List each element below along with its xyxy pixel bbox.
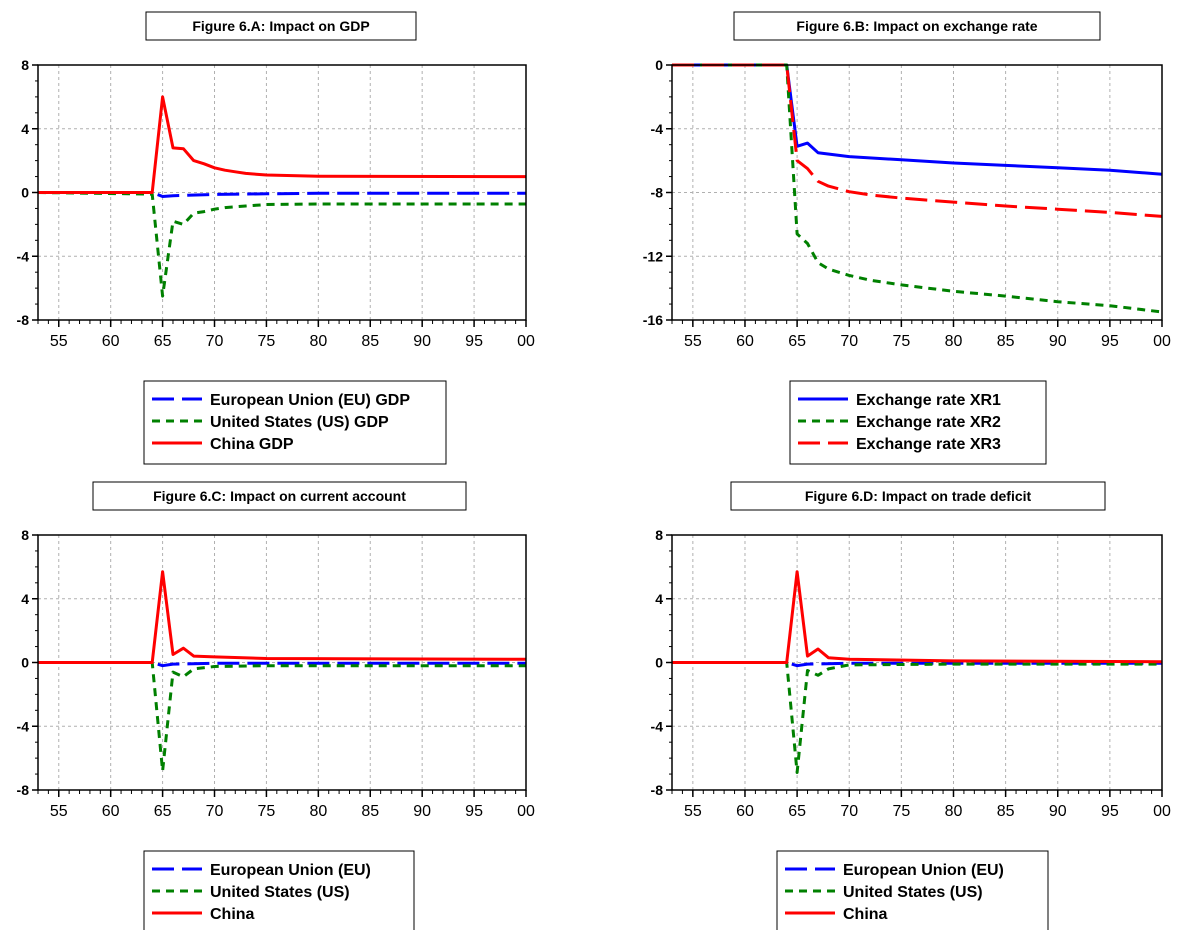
- x-tick-label: 55: [684, 333, 702, 350]
- y-tick-label: 8: [21, 527, 29, 543]
- x-tick-label: 65: [154, 333, 172, 350]
- x-tick-label: 75: [892, 333, 910, 350]
- x-tick-label: 95: [465, 803, 483, 820]
- x-tick-label: 90: [1049, 333, 1067, 350]
- series-line-1: [672, 661, 1162, 774]
- x-tick-label: 80: [309, 803, 327, 820]
- x-tick-label: 95: [1101, 803, 1119, 820]
- chart-title-box: [145, 11, 417, 41]
- y-tick-label: -16: [643, 312, 663, 328]
- x-tick-label: 00: [1153, 333, 1171, 350]
- chart-title-box: [92, 481, 467, 511]
- x-tick-label: 85: [361, 333, 379, 350]
- x-tick-label: 00: [1153, 803, 1171, 820]
- chart-title: Figure 6.B: Impact on exchange rate: [796, 18, 1037, 34]
- chart-panel-0: Figure 6.A: Impact on GDP 8 4 0 -4 -8 55 60 65 70…: [17, 11, 535, 465]
- chart-panel-2: Figure 6.C: Impact on current account 8 4 0…: [17, 481, 535, 930]
- x-tick-label: 65: [154, 803, 172, 820]
- chart-title: Figure 6.A: Impact on GDP: [192, 18, 369, 34]
- y-tick-label: -8: [17, 782, 30, 798]
- legend-label-2: Exchange rate XR3: [856, 436, 1001, 453]
- x-tick-label: 80: [945, 803, 963, 820]
- y-tick-label: -8: [651, 782, 664, 798]
- x-tick-label: 60: [102, 333, 120, 350]
- y-tick-label: -4: [17, 718, 30, 734]
- chart-title-box: [730, 481, 1106, 511]
- x-tick-label: 95: [1101, 333, 1119, 350]
- x-tick-label: 75: [258, 333, 276, 350]
- x-tick-label: 70: [206, 803, 224, 820]
- series-line-2: [672, 63, 1163, 218]
- y-tick-label: 4: [655, 591, 663, 607]
- y-tick-label: -4: [651, 718, 664, 734]
- x-tick-label: 80: [945, 333, 963, 350]
- chart-panel-1: Figure 6.B: Impact on exchange rate 0 -4 -8…: [643, 11, 1171, 465]
- x-tick-label: 55: [50, 803, 68, 820]
- y-tick-label: 0: [21, 655, 29, 671]
- x-tick-label: 75: [258, 803, 276, 820]
- x-tick-label: 90: [1049, 803, 1067, 820]
- x-tick-label: 00: [517, 803, 535, 820]
- legend-label-0: Exchange rate XR1: [856, 392, 1001, 409]
- chart-title-box: [733, 11, 1101, 41]
- x-tick-label: 70: [840, 333, 858, 350]
- y-tick-label: -4: [17, 248, 30, 264]
- y-tick-label: -8: [17, 312, 30, 328]
- x-tick-label: 75: [892, 803, 910, 820]
- legend-label-1: United States (US): [843, 884, 983, 901]
- series-line-0: [672, 63, 1163, 176]
- x-tick-label: 00: [517, 333, 535, 350]
- legend-label-0: European Union (EU): [210, 862, 371, 879]
- legend-label-0: European Union (EU) GDP: [210, 392, 410, 409]
- legend-box: [143, 850, 415, 930]
- legend-label-1: United States (US) GDP: [210, 414, 389, 431]
- series-line-1: [37, 191, 526, 298]
- legend-box: [776, 850, 1049, 930]
- x-tick-label: 70: [840, 803, 858, 820]
- legend-label-0: European Union (EU): [843, 862, 1004, 879]
- x-tick-label: 90: [413, 803, 431, 820]
- y-tick-label: 0: [655, 57, 663, 73]
- y-tick-label: 8: [21, 57, 29, 73]
- x-tick-label: 60: [736, 333, 754, 350]
- x-tick-label: 60: [736, 803, 754, 820]
- x-tick-label: 65: [788, 803, 806, 820]
- x-tick-label: 65: [788, 333, 806, 350]
- chart-title: Figure 6.C: Impact on current account: [153, 488, 406, 504]
- y-tick-label: 4: [21, 591, 29, 607]
- legend-label-2: China: [210, 906, 255, 923]
- y-tick-label: 0: [21, 185, 29, 201]
- series-line-2: [38, 95, 527, 194]
- x-tick-label: 70: [206, 333, 224, 350]
- chart-title: Figure 6.D: Impact on trade deficit: [805, 488, 1032, 504]
- x-tick-label: 55: [50, 333, 68, 350]
- y-tick-label: -8: [651, 185, 664, 201]
- x-tick-label: 55: [684, 803, 702, 820]
- x-tick-label: 85: [361, 803, 379, 820]
- y-tick-label: 8: [655, 527, 663, 543]
- legend-label-2: China GDP: [210, 436, 294, 453]
- x-tick-label: 90: [413, 333, 431, 350]
- y-tick-label: 4: [21, 121, 29, 137]
- y-tick-label: 0: [655, 655, 663, 671]
- legend-label-1: Exchange rate XR2: [856, 414, 1001, 431]
- x-tick-label: 85: [997, 333, 1015, 350]
- series-line-1: [38, 661, 526, 773]
- series-line-1: [672, 63, 1163, 314]
- chart-panel-3: Figure 6.D: Impact on trade deficit 8 4 0 -4…: [651, 481, 1171, 930]
- y-tick-label: -12: [643, 248, 663, 264]
- y-tick-label: -4: [651, 121, 664, 137]
- x-tick-label: 80: [309, 333, 327, 350]
- x-tick-label: 85: [997, 803, 1015, 820]
- x-tick-label: 95: [465, 333, 483, 350]
- legend-label-2: China: [843, 906, 888, 923]
- series-line-2: [38, 570, 527, 664]
- series-line-2: [672, 570, 1163, 664]
- legend-label-1: United States (US): [210, 884, 350, 901]
- x-tick-label: 60: [102, 803, 120, 820]
